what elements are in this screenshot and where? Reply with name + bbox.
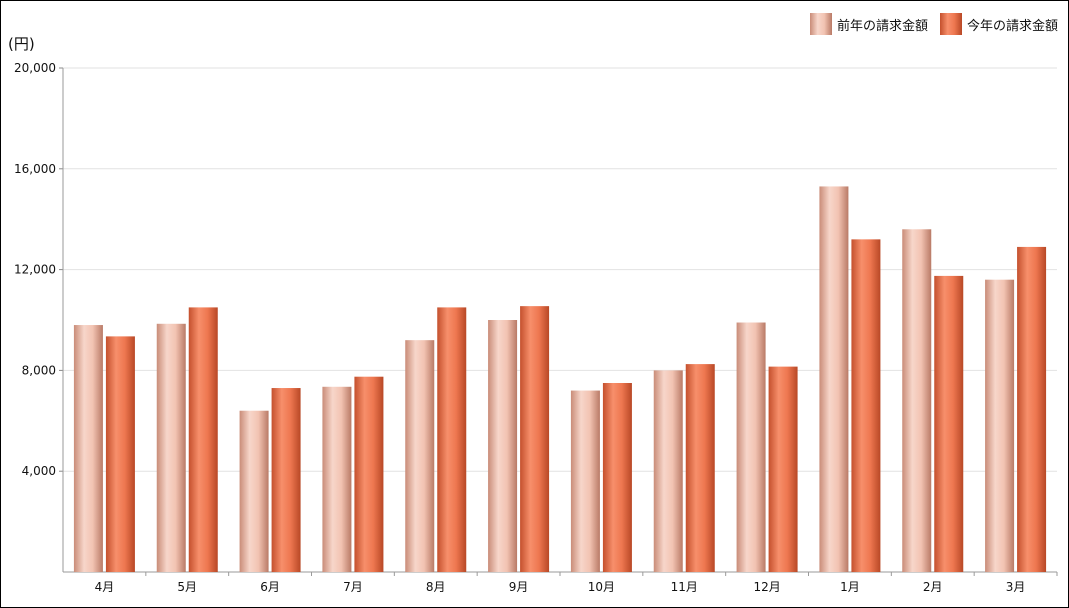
bar-prev-year[interactable] [488,320,518,572]
y-tick-label: 8,000 [22,363,56,377]
bar-prev-year[interactable] [570,390,600,572]
x-tick-label: 10月 [588,580,615,594]
legend-item-this-year: 今年の請求金額 [939,13,1058,35]
bar-prev-year[interactable] [156,323,186,572]
bar-prev-year[interactable] [322,386,352,572]
x-tick-label: 2月 [923,580,943,594]
bar-prev-year[interactable] [239,410,269,572]
bar-this-year[interactable] [934,275,964,572]
bar-this-year[interactable] [1017,246,1047,573]
bar-prev-year[interactable] [73,325,103,572]
bar-this-year[interactable] [768,366,798,572]
x-tick-label: 7月 [343,580,363,594]
y-axis-unit-label: (円) [8,35,35,53]
x-tick-label: 11月 [671,580,698,594]
x-tick-label: 3月 [1006,580,1026,594]
legend-item-prev-year: 前年の請求金額 [809,13,928,35]
legend-swatch-prev-year [809,13,832,35]
bar-this-year[interactable] [354,376,384,572]
bar-this-year[interactable] [685,364,715,572]
legend-label-prev-year: 前年の請求金額 [836,18,928,34]
x-tick-label: 1月 [840,580,860,594]
x-tick-label: 9月 [509,580,529,594]
bar-prev-year[interactable] [819,186,849,572]
bar-prev-year[interactable] [405,340,435,572]
bar-this-year[interactable] [602,383,632,572]
legend-label-this-year: 今年の請求金額 [966,18,1058,34]
axes [59,67,1058,576]
y-tick-label: 16,000 [14,162,56,176]
x-tick-label: 8月 [426,580,446,594]
bar-prev-year[interactable] [985,279,1015,572]
bar-prev-year[interactable] [902,229,932,572]
bar-this-year[interactable] [851,239,881,573]
bar-this-year[interactable] [437,307,467,572]
x-tick-label: 4月 [95,580,115,594]
bar-this-year[interactable] [188,307,218,572]
y-tick-label: 20,000 [14,61,56,75]
x-tick-label: 12月 [753,580,780,594]
legend-swatch-this-year [939,13,962,35]
bar-this-year[interactable] [271,388,301,572]
tick-labels: 4,000 8,000 12,000 16,000 20,000 4月 5月 6月 7月 8月 9月… [14,61,1025,594]
bar-prev-year[interactable] [653,370,683,572]
x-tick-label: 6月 [260,580,280,594]
legend: 前年の請求金額 今年の請求金額 [809,13,1058,35]
bar-this-year[interactable] [520,306,550,572]
y-tick-label: 4,000 [22,464,56,478]
bars [73,186,1047,573]
y-tick-label: 12,000 [14,263,56,277]
grid-lines [63,67,1057,472]
bar-prev-year[interactable] [736,322,766,572]
bar-this-year[interactable] [105,336,135,572]
x-tick-label: 5月 [177,580,197,594]
